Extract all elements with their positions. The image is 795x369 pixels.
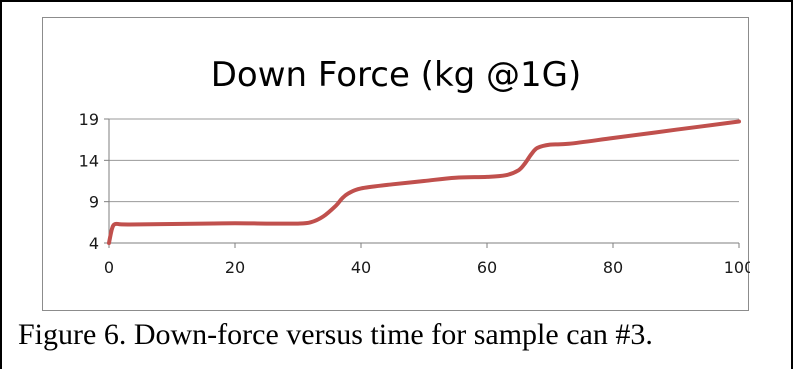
x-tick-label-60: 60: [477, 258, 497, 277]
y-tick-label-19: 19: [79, 110, 99, 129]
x-tick-label-100: 100: [724, 258, 750, 277]
y-tick-label-9: 9: [89, 193, 99, 212]
x-tick-label-20: 20: [225, 258, 245, 277]
figure-caption: Figure 6. Down-force versus time for sam…: [18, 318, 653, 351]
down-force-chart: Down Force (kg @1G) 4 9 14 19 0 20 40 60 80 100: [79, 55, 750, 277]
series-line-0: [107, 119, 741, 245]
x-tick-labels: 0 20 40 60 80 100: [104, 258, 750, 277]
x-tick-label-0: 0: [104, 258, 114, 277]
y-tick-label-14: 14: [79, 151, 99, 170]
gridlines: [104, 118, 740, 248]
x-tick-label-40: 40: [351, 258, 371, 277]
y-tick-label-4: 4: [89, 234, 99, 253]
chart-area: Down Force (kg @1G) 4 9 14 19 0 20 40 60 80 100: [42, 17, 750, 311]
y-tick-labels: 4 9 14 19: [79, 110, 99, 253]
chart-title: Down Force (kg @1G): [211, 55, 582, 95]
x-tick-label-80: 80: [603, 258, 623, 277]
series-lines: [107, 119, 741, 245]
